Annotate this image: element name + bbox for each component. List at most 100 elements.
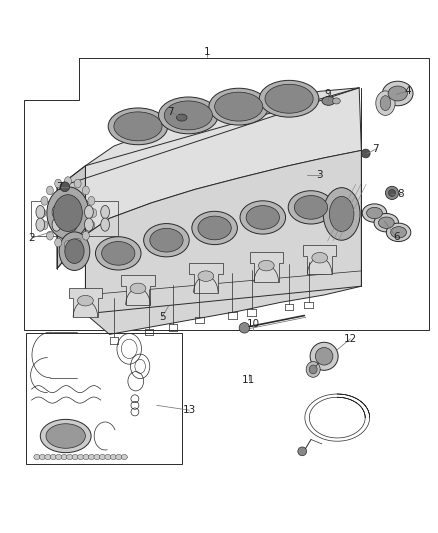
Text: 8: 8 xyxy=(397,189,404,199)
Text: 2: 2 xyxy=(28,233,35,243)
Ellipse shape xyxy=(36,218,45,231)
Ellipse shape xyxy=(102,241,135,265)
Ellipse shape xyxy=(55,238,62,247)
Text: 1: 1 xyxy=(204,47,211,57)
Ellipse shape xyxy=(121,455,127,459)
Ellipse shape xyxy=(47,187,89,239)
Ellipse shape xyxy=(85,205,93,219)
Ellipse shape xyxy=(382,81,413,106)
Ellipse shape xyxy=(40,419,91,453)
Ellipse shape xyxy=(310,342,338,370)
Ellipse shape xyxy=(36,205,45,219)
Ellipse shape xyxy=(378,217,394,229)
Ellipse shape xyxy=(294,196,328,219)
Ellipse shape xyxy=(88,221,95,230)
Text: 4: 4 xyxy=(404,86,411,96)
Text: 9: 9 xyxy=(324,90,331,99)
Ellipse shape xyxy=(312,253,328,263)
Ellipse shape xyxy=(90,209,97,217)
Ellipse shape xyxy=(74,238,81,247)
Ellipse shape xyxy=(239,322,250,333)
Ellipse shape xyxy=(53,195,82,231)
Ellipse shape xyxy=(385,187,399,199)
Ellipse shape xyxy=(323,188,360,240)
Ellipse shape xyxy=(144,223,189,257)
Ellipse shape xyxy=(246,206,279,229)
Ellipse shape xyxy=(298,447,307,456)
Ellipse shape xyxy=(391,227,406,238)
Ellipse shape xyxy=(61,455,67,459)
Ellipse shape xyxy=(78,295,93,306)
Ellipse shape xyxy=(177,114,187,121)
Ellipse shape xyxy=(68,205,77,219)
Ellipse shape xyxy=(386,223,411,241)
Ellipse shape xyxy=(192,211,237,245)
Polygon shape xyxy=(303,245,336,274)
Ellipse shape xyxy=(52,205,61,219)
Ellipse shape xyxy=(88,197,95,205)
Ellipse shape xyxy=(39,455,46,459)
Polygon shape xyxy=(121,275,155,305)
Ellipse shape xyxy=(380,96,391,110)
Ellipse shape xyxy=(99,455,106,459)
Ellipse shape xyxy=(68,218,77,231)
Bar xyxy=(31,201,118,236)
Ellipse shape xyxy=(56,455,62,459)
Bar xyxy=(26,333,182,464)
Ellipse shape xyxy=(376,91,395,115)
Ellipse shape xyxy=(108,108,168,145)
Polygon shape xyxy=(57,166,85,269)
Ellipse shape xyxy=(60,182,70,191)
Ellipse shape xyxy=(82,231,89,240)
Ellipse shape xyxy=(39,209,46,217)
Ellipse shape xyxy=(329,197,354,231)
Ellipse shape xyxy=(150,229,183,252)
Text: 7: 7 xyxy=(56,182,63,192)
Ellipse shape xyxy=(361,149,370,158)
Ellipse shape xyxy=(46,231,53,240)
Ellipse shape xyxy=(105,455,111,459)
Ellipse shape xyxy=(95,237,141,270)
Text: 11: 11 xyxy=(242,375,255,384)
Ellipse shape xyxy=(34,455,40,459)
Ellipse shape xyxy=(78,455,84,459)
Polygon shape xyxy=(85,88,361,235)
Text: 10: 10 xyxy=(247,319,260,329)
Ellipse shape xyxy=(315,348,333,365)
Ellipse shape xyxy=(288,191,334,224)
Text: 13: 13 xyxy=(183,405,196,415)
Ellipse shape xyxy=(101,218,110,231)
Ellipse shape xyxy=(332,98,340,104)
Ellipse shape xyxy=(64,241,71,249)
Ellipse shape xyxy=(55,179,62,188)
Ellipse shape xyxy=(67,455,73,459)
Polygon shape xyxy=(69,287,102,317)
Ellipse shape xyxy=(198,271,214,281)
Ellipse shape xyxy=(164,101,212,130)
Ellipse shape xyxy=(388,86,407,101)
Ellipse shape xyxy=(367,207,382,219)
Ellipse shape xyxy=(240,201,286,234)
Ellipse shape xyxy=(64,177,71,185)
Text: 6: 6 xyxy=(393,232,400,242)
Ellipse shape xyxy=(88,455,95,459)
Ellipse shape xyxy=(82,186,89,195)
Polygon shape xyxy=(189,263,223,293)
Text: 7: 7 xyxy=(372,144,379,154)
Ellipse shape xyxy=(85,218,93,231)
Ellipse shape xyxy=(50,455,57,459)
Ellipse shape xyxy=(159,97,218,134)
Ellipse shape xyxy=(306,361,320,377)
Ellipse shape xyxy=(198,216,231,240)
Text: 5: 5 xyxy=(159,312,166,322)
Ellipse shape xyxy=(130,283,146,294)
Ellipse shape xyxy=(52,218,61,231)
Ellipse shape xyxy=(265,84,313,113)
Ellipse shape xyxy=(110,455,117,459)
Ellipse shape xyxy=(322,96,335,106)
Ellipse shape xyxy=(46,424,85,448)
Ellipse shape xyxy=(215,92,263,121)
Text: 7: 7 xyxy=(167,107,174,117)
Ellipse shape xyxy=(72,455,78,459)
Ellipse shape xyxy=(59,232,90,270)
